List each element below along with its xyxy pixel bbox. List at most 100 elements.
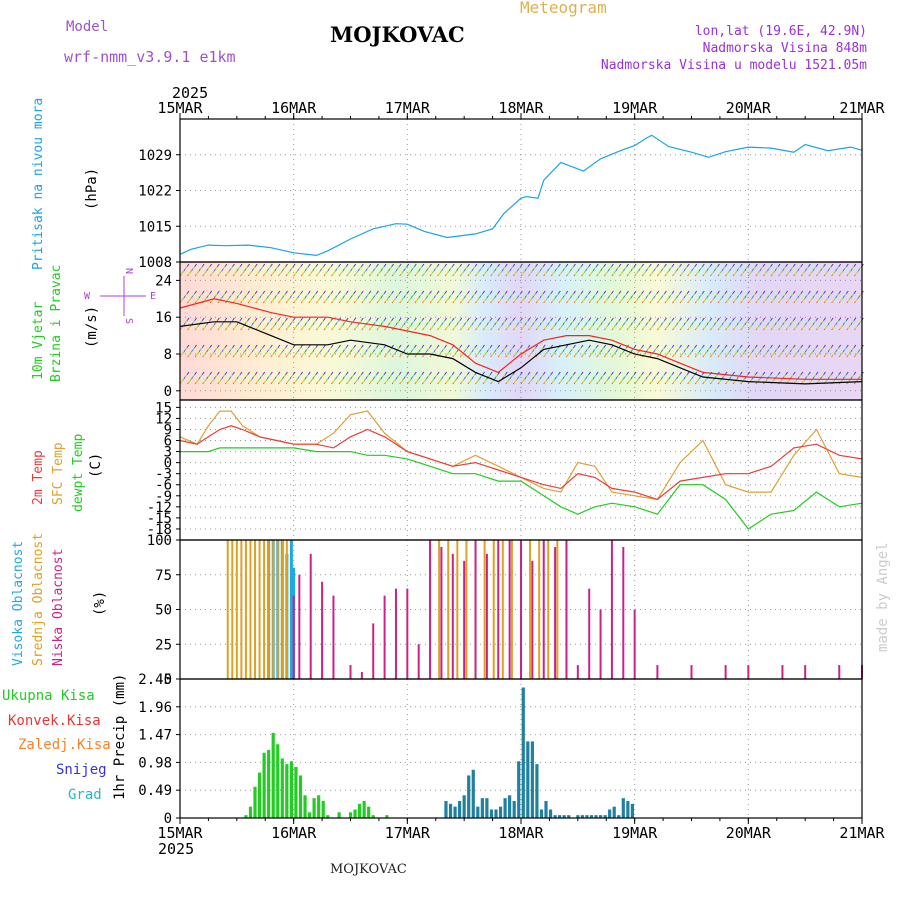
- wind-barb: [664, 317, 675, 331]
- wind-barb: [270, 290, 281, 304]
- wind-barb: [459, 344, 470, 358]
- wind-barb: [528, 290, 538, 304]
- precip-bar: [553, 815, 557, 818]
- wind-barb: [475, 317, 485, 331]
- precip-bar: [262, 752, 266, 818]
- precip-bar: [480, 798, 484, 818]
- wind-barb: [619, 344, 629, 358]
- wind-barb: [346, 317, 357, 331]
- wind-barb: [588, 371, 599, 385]
- wind-barb: [740, 263, 751, 277]
- wind-barb: [793, 290, 804, 304]
- dewpoint-line: [180, 447, 863, 530]
- wind-barb: [300, 371, 311, 385]
- wind-unit: (m/s): [84, 306, 100, 348]
- y-tick-label: 0.98: [138, 755, 172, 771]
- wind-barb: [763, 290, 773, 304]
- precip-bar: [630, 803, 634, 818]
- wind-barb: [338, 344, 349, 358]
- precip-bar: [594, 815, 598, 818]
- wind-barb: [573, 317, 584, 331]
- legend-south: S: [123, 318, 134, 324]
- wind-barb: [422, 371, 432, 385]
- precip-bar: [508, 795, 512, 818]
- cloud-label-high: Visoka Oblacnost: [11, 541, 26, 666]
- wind-barb: [255, 344, 266, 358]
- wind-barb: [732, 344, 743, 358]
- wind-barb: [255, 290, 266, 304]
- wind-barb: [800, 344, 811, 358]
- wind-barb: [747, 344, 758, 358]
- x-tick-label-top: 15MAR: [157, 99, 203, 117]
- wind-barb: [422, 263, 432, 277]
- precip-bar: [576, 815, 580, 818]
- wind-barb: [611, 317, 622, 331]
- precip-bar: [337, 812, 341, 818]
- wind-barb: [475, 371, 485, 385]
- wind-barb: [278, 317, 288, 331]
- wind-barb: [831, 290, 842, 304]
- wind-barb: [255, 317, 266, 331]
- wind-barb: [725, 317, 735, 331]
- wind-barb: [247, 317, 258, 331]
- wind-barb: [513, 317, 523, 331]
- wind-barb: [278, 290, 288, 304]
- wind-barb: [217, 344, 228, 358]
- wind-barb: [399, 371, 410, 385]
- wind-barb: [566, 317, 576, 331]
- wind-barb: [285, 317, 296, 331]
- precip-bar: [521, 687, 525, 818]
- y-tick-label: 1022: [138, 184, 172, 200]
- precip-label-frz: Zaledj.Kisa: [18, 737, 111, 753]
- wind-barb: [725, 344, 735, 358]
- wind-barb: [338, 290, 349, 304]
- wind-barb: [573, 371, 584, 385]
- wind-barb: [603, 344, 614, 358]
- wind-barb: [459, 371, 470, 385]
- wind-barb: [467, 263, 478, 277]
- x-tick-label-bottom: 21MAR: [839, 824, 885, 842]
- y-tick-label: 9: [164, 422, 172, 438]
- temp-label-c: dewpt Temp: [71, 434, 86, 512]
- wind-barb: [444, 344, 455, 358]
- wind-barb: [308, 344, 319, 358]
- wind-barb: [490, 317, 501, 331]
- wind-barb: [391, 290, 402, 304]
- wind-barb: [603, 290, 614, 304]
- wind-barb: [634, 317, 645, 331]
- wind-barb: [513, 344, 523, 358]
- wind-barb: [278, 344, 288, 358]
- precip-bar: [548, 809, 553, 818]
- wind-barb: [262, 344, 273, 358]
- wind-barb: [467, 317, 478, 331]
- wind-barb: [679, 371, 690, 385]
- y-tick-label: 3: [164, 445, 172, 461]
- wind-barb: [497, 371, 508, 385]
- wind-barb: [581, 317, 592, 331]
- wind-barb: [596, 263, 607, 277]
- precip-bar: [257, 772, 262, 818]
- wind-barb: [179, 344, 190, 358]
- wind-barb: [725, 263, 735, 277]
- wind-barb: [482, 371, 493, 385]
- wind-barb: [225, 263, 235, 277]
- wind-barb: [740, 344, 751, 358]
- precip-bar: [471, 769, 475, 818]
- wind-barb: [505, 344, 516, 358]
- wind-barb: [187, 317, 197, 331]
- wind-barb: [793, 371, 804, 385]
- wind-barb: [247, 371, 258, 385]
- y-tick-label: 6: [164, 434, 172, 450]
- wind-barb: [278, 371, 288, 385]
- wind-barb: [785, 290, 796, 304]
- wind-barb: [202, 344, 213, 358]
- wind-barb: [717, 290, 728, 304]
- wind-barb: [422, 344, 432, 358]
- y-tick-label: -3: [155, 467, 172, 483]
- wind-barb: [778, 290, 789, 304]
- precip-bar: [453, 806, 457, 818]
- wind-barb: [702, 344, 713, 358]
- wind-barb: [846, 290, 857, 304]
- wind-barb: [679, 317, 690, 331]
